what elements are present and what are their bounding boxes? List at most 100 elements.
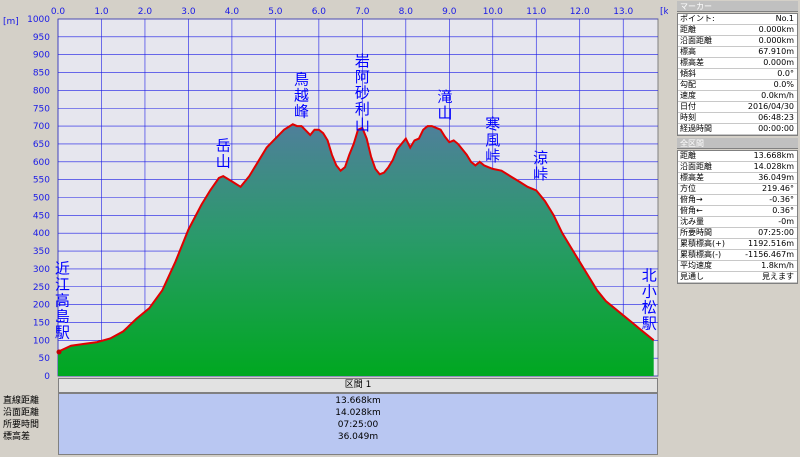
y-tick-label: 550: [33, 176, 50, 186]
marker-value: 06:48:23: [758, 113, 794, 122]
total-key: 累積標高(-): [680, 250, 722, 259]
segment-header[interactable]: 区間 1: [58, 378, 658, 393]
x-tick-label: 4.0: [225, 7, 240, 17]
segment-body: 直線距離 13.668km 沿面距離 14.028km 所要時間 07:25:00 標高差 3…: [3, 393, 658, 455]
total-row: 累積標高(+) 1192.516m: [678, 239, 797, 250]
x-tick-label: 1.0: [94, 7, 109, 17]
marker-key: 経過時間: [680, 124, 712, 133]
total-value: 1192.516m: [748, 239, 794, 248]
peak-label: 鳥越峰: [294, 70, 309, 120]
total-key: 沈み量: [680, 217, 704, 226]
x-axis-ticks: 0.0 1.0 2.0 3.0 4.0 5.0 6.0 7.0 8.0 9.0 10.0 11.0 12…: [51, 7, 634, 17]
total-row: 距離 13.668km: [678, 151, 797, 162]
total-section-title: 全区間: [677, 138, 798, 149]
x-tick-label: 3.0: [181, 7, 196, 17]
total-row: 俯角→ -0.36°: [678, 195, 797, 206]
total-value: 13.668km: [753, 151, 794, 160]
total-row: 俯角← 0.36°: [678, 206, 797, 217]
total-row: 累積標高(-) -1156.467m: [678, 250, 797, 261]
total-key: 俯角→: [680, 195, 703, 204]
total-value: -1156.467m: [745, 250, 794, 259]
marker-row: 勾配 0.0%: [678, 80, 797, 91]
total-key: 累積標高(+): [680, 239, 725, 248]
total-value: 見えます: [762, 272, 794, 281]
total-value: 1.8km/h: [761, 261, 794, 270]
marker-value: 2016/04/30: [747, 102, 794, 111]
elevation-line: [57, 123, 655, 353]
x-tick-label: 2.0: [138, 7, 153, 17]
segment-row-label: 直線距離: [3, 396, 40, 406]
segment-row-value: 07:25:00: [337, 420, 379, 430]
marker-value: 0.0°: [777, 69, 794, 78]
peak-label: 近江高島駅: [55, 260, 70, 342]
marker-value: 0.0%: [773, 80, 794, 89]
x-tick-label: 8.0: [399, 7, 414, 17]
total-key: 俯角←: [680, 206, 703, 215]
x-tick-label: 13.0: [613, 7, 633, 17]
marker-key: 距離: [680, 25, 696, 34]
y-tick-label: 1000: [27, 15, 50, 25]
marker-row: 標高 67.910m: [678, 47, 797, 58]
marker-row: 標高差 0.000m: [678, 58, 797, 69]
total-key: 方位: [680, 184, 696, 193]
total-key: 距離: [680, 151, 696, 160]
marker-key: 沿面距離: [680, 36, 712, 45]
marker-info-table: ポイント: No.1 距離 0.000km 沿面距離 0.000km 標高 67.910m 標高…: [677, 13, 798, 136]
y-tick-label: 650: [33, 140, 50, 150]
y-tick-label: 300: [33, 265, 50, 275]
marker-value: No.1: [775, 14, 794, 23]
y-tick-label: 350: [33, 247, 50, 257]
total-row: 沈み量 -0m: [678, 217, 797, 228]
marker-key: 勾配: [680, 80, 696, 89]
marker-key: 標高: [680, 47, 696, 56]
x-tick-label: 0.0: [51, 7, 66, 17]
info-sidebar: マーカー ポイント: No.1 距離 0.000km 沿面距離 0.000km 標高 67.9…: [675, 0, 800, 457]
marker-key: 速度: [680, 91, 696, 100]
total-info-table: 距離 13.668km 沿面距離 14.028km 標高差 36.049m 方位 219.46…: [677, 150, 798, 284]
y-tick-label: 600: [33, 158, 50, 168]
segment-row-value: 13.668km: [335, 396, 381, 406]
y-tick-label: 750: [33, 104, 50, 114]
marker-row: 経過時間 00:00:00: [678, 124, 797, 135]
peak-label: 岳山: [216, 136, 231, 170]
segment-row-label: 標高差: [3, 432, 31, 442]
elevation-profile-chart[interactable]: 0.0 1.0 2.0 3.0 4.0 5.0 6.0 7.0 8.0 9.0 10.0 11.0 12…: [0, 0, 668, 457]
total-row: 沿面距離 14.028km: [678, 162, 797, 173]
peak-label: 涼峠: [533, 149, 548, 183]
marker-row: ポイント: No.1: [678, 14, 797, 25]
total-key: 沿面距離: [680, 162, 712, 171]
marker-value: 0.000m: [763, 58, 794, 67]
y-tick-label: 800: [33, 86, 50, 96]
y-unit-label: [m]: [3, 17, 19, 27]
peak-label: 滝山: [437, 88, 452, 122]
x-tick-label: 6.0: [312, 7, 327, 17]
marker-key: 時刻: [680, 113, 696, 122]
y-tick-label: 50: [39, 354, 51, 364]
total-value: -0m: [778, 217, 794, 226]
marker-value: 00:00:00: [758, 124, 794, 133]
marker-value: 0.000km: [758, 36, 794, 45]
y-tick-label: 0: [44, 372, 50, 382]
y-tick-label: 700: [33, 122, 50, 132]
x-tick-label: 10.0: [483, 7, 503, 17]
total-key: 見通し: [680, 272, 704, 281]
total-value: 219.46°: [762, 184, 794, 193]
segment-panel: 区間 1 直線距離 13.668km 沿面距離 14.028km 所要時間 07:25:0…: [0, 378, 668, 457]
total-key: 平均速度: [680, 261, 712, 270]
peak-label: 北小松駅: [642, 267, 657, 333]
total-key: 標高差: [680, 173, 704, 182]
y-tick-label: 950: [33, 33, 50, 43]
marker-row: 速度 0.0km/h: [678, 91, 797, 102]
peak-label: 岩阿砂利山: [355, 52, 370, 134]
total-row: 見通し 見えます: [678, 272, 797, 283]
start-marker[interactable]: [56, 349, 62, 355]
segment-row-value: 36.049m: [337, 432, 379, 442]
y-tick-label: 250: [33, 283, 50, 293]
marker-value: 0.000km: [758, 25, 794, 34]
total-value: -0.36°: [769, 195, 794, 204]
x-tick-label: 7.0: [355, 7, 370, 17]
total-value: 36.049m: [758, 173, 794, 182]
marker-row: 傾斜 0.0°: [678, 69, 797, 80]
total-key: 所要時間: [680, 228, 712, 237]
